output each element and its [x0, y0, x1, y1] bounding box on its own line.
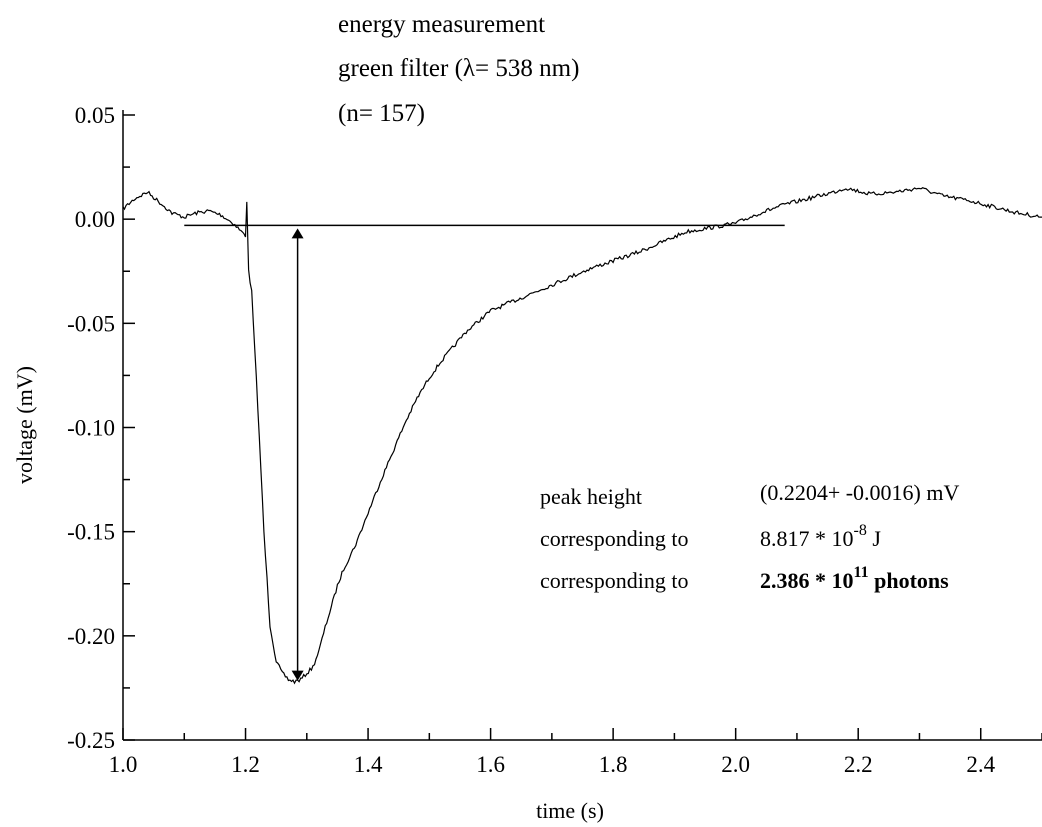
x-tick-label: 1.8	[599, 752, 628, 777]
annotation-label-1: peak height	[540, 484, 642, 509]
x-tick-label: 1.2	[231, 752, 260, 777]
x-ticks: 1.0 1.2 1.4 1.6 1.8 2.0 2.2 2.4	[109, 728, 1042, 777]
annotation-value-3-unit: photons	[869, 568, 950, 593]
y-tick-label: -0.20	[67, 624, 115, 649]
x-tick-label: 2.4	[966, 752, 995, 777]
series-line	[122, 187, 1042, 685]
x-tick-label: 1.4	[354, 752, 383, 777]
annotation-value-2-base: 8.817 * 10	[760, 526, 854, 551]
axes	[122, 110, 1042, 741]
annotation-value-1: (0.2204+ -0.0016) mV	[760, 480, 959, 505]
annotation-value-2-unit: J	[867, 526, 882, 551]
y-tick-label: -0.10	[67, 416, 115, 441]
y-tick-label: -0.05	[67, 311, 115, 336]
y-tick-label: 0.00	[75, 207, 115, 232]
annotation-value-3-base: 2.386 * 10	[760, 568, 854, 593]
x-tick-label: 2.2	[844, 752, 873, 777]
annotation-value-2: 8.817 * 10-8 J	[760, 522, 881, 551]
annotation-block: peak height (0.2204+ -0.0016) mV corresp…	[540, 480, 959, 593]
annotation-label-3: corresponding to	[540, 568, 688, 593]
y-ticks: 0.05 0.00 -0.05 -0.10 -0.15 -0.20 -0.25	[67, 103, 135, 753]
x-tick-label: 2.0	[721, 752, 750, 777]
annotation-value-2-exponent: -8	[854, 522, 867, 539]
y-tick-label: 0.05	[75, 103, 115, 128]
annotation-value-3: 2.386 * 1011 photons	[760, 564, 949, 593]
x-tick-label: 1.6	[476, 752, 505, 777]
x-tick-label: 1.0	[109, 752, 138, 777]
chart-title-line-1: energy measurement	[338, 11, 545, 38]
chart-title-line-2: green filter (λ= 538 nm)	[338, 55, 579, 82]
chart-title-line-3: (n= 157)	[338, 100, 425, 127]
y-axis-label: voltage (mV)	[12, 366, 37, 484]
annotation-value-3-exponent: 11	[854, 564, 869, 581]
annotation-label-2: corresponding to	[540, 526, 688, 551]
x-axis-label: time (s)	[536, 798, 604, 823]
y-tick-label: -0.25	[67, 728, 115, 753]
y-tick-label: -0.15	[67, 520, 115, 545]
